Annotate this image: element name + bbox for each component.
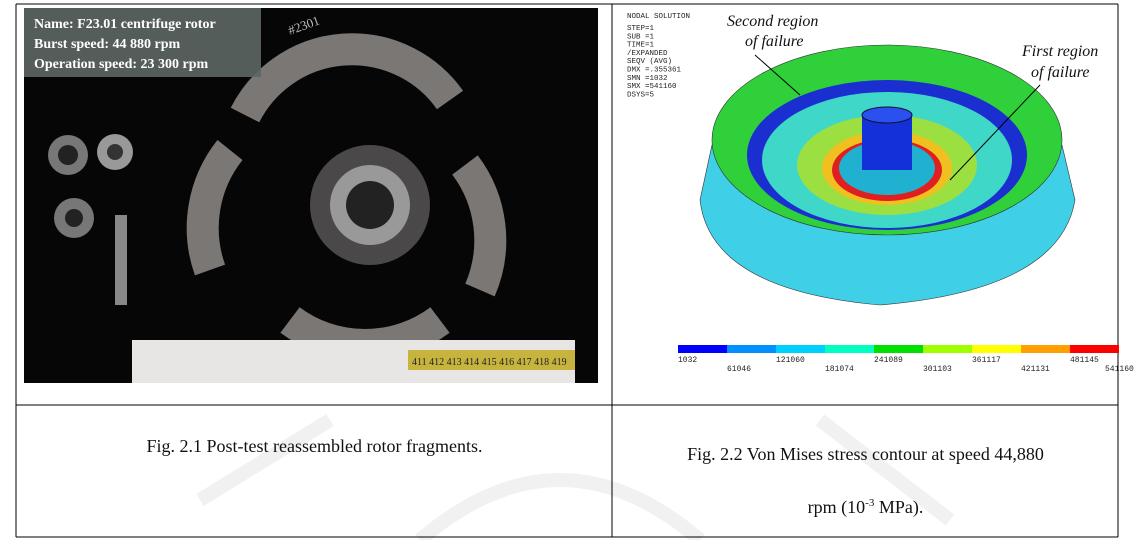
ruler-label: 411 412 413 414 415 416 417 418 419 xyxy=(412,357,567,368)
header-line: NODAL SOLUTION xyxy=(627,13,690,21)
stress-contour: 1032 61046 121060 181074 241089 301103 361117 4… xyxy=(620,8,1134,387)
legend-label: 541160 xyxy=(1105,365,1134,374)
overlay-line: Operation speed: 23 300 rpm xyxy=(34,57,209,72)
caption-text: Fig. 2.2 Von Mises stress contour at spe… xyxy=(687,444,1044,464)
legend-label: 241089 xyxy=(874,356,903,365)
legend-label: 1032 xyxy=(678,356,697,365)
caption: Fig. 2.2 Von Mises stress contour at spe… xyxy=(613,430,1118,532)
header-line: SEQV (AVG) xyxy=(627,58,672,66)
annotation: Second region xyxy=(727,13,818,30)
legend-label: 421131 xyxy=(1021,365,1050,374)
overlay-line: Burst speed: 44 880 rpm xyxy=(34,37,181,52)
annotation: of failure xyxy=(745,33,804,50)
page: 411 412 413 414 415 416 417 418 419 #230… xyxy=(0,0,1135,540)
overlay-line: Name: F23.01 centrifuge rotor xyxy=(34,17,216,32)
legend-label: 181074 xyxy=(825,365,854,374)
caption-text: rpm (10 xyxy=(808,497,866,517)
annotation: of failure xyxy=(1031,64,1090,81)
header-line: STEP=1 xyxy=(627,25,655,33)
header-line: TIME=1 xyxy=(627,42,655,50)
caption-sup: -3 xyxy=(865,497,874,509)
header-line: DMX =.355361 xyxy=(627,67,682,75)
legend-label: 481145 xyxy=(1070,356,1099,365)
header-line: SMN =1032 xyxy=(627,75,668,83)
annotation: First region xyxy=(1021,43,1098,60)
legend-label: 361117 xyxy=(972,356,1001,365)
legend-label: 121060 xyxy=(776,356,805,365)
color-legend xyxy=(678,345,1119,353)
header-line: SUB =1 xyxy=(627,33,655,41)
rotor-photo: 411 412 413 414 415 416 417 418 419 #230… xyxy=(24,8,598,383)
header-line: /EXPANDED xyxy=(627,50,668,58)
header-line: SMX =541160 xyxy=(627,83,677,91)
header-line: DSYS=5 xyxy=(627,91,655,99)
caption-text: MPa). xyxy=(874,497,923,517)
caption: Fig. 2.1 Post-test reassembled rotor fra… xyxy=(17,436,612,457)
legend-label: 301103 xyxy=(923,365,952,374)
legend-label: 61046 xyxy=(727,365,751,374)
